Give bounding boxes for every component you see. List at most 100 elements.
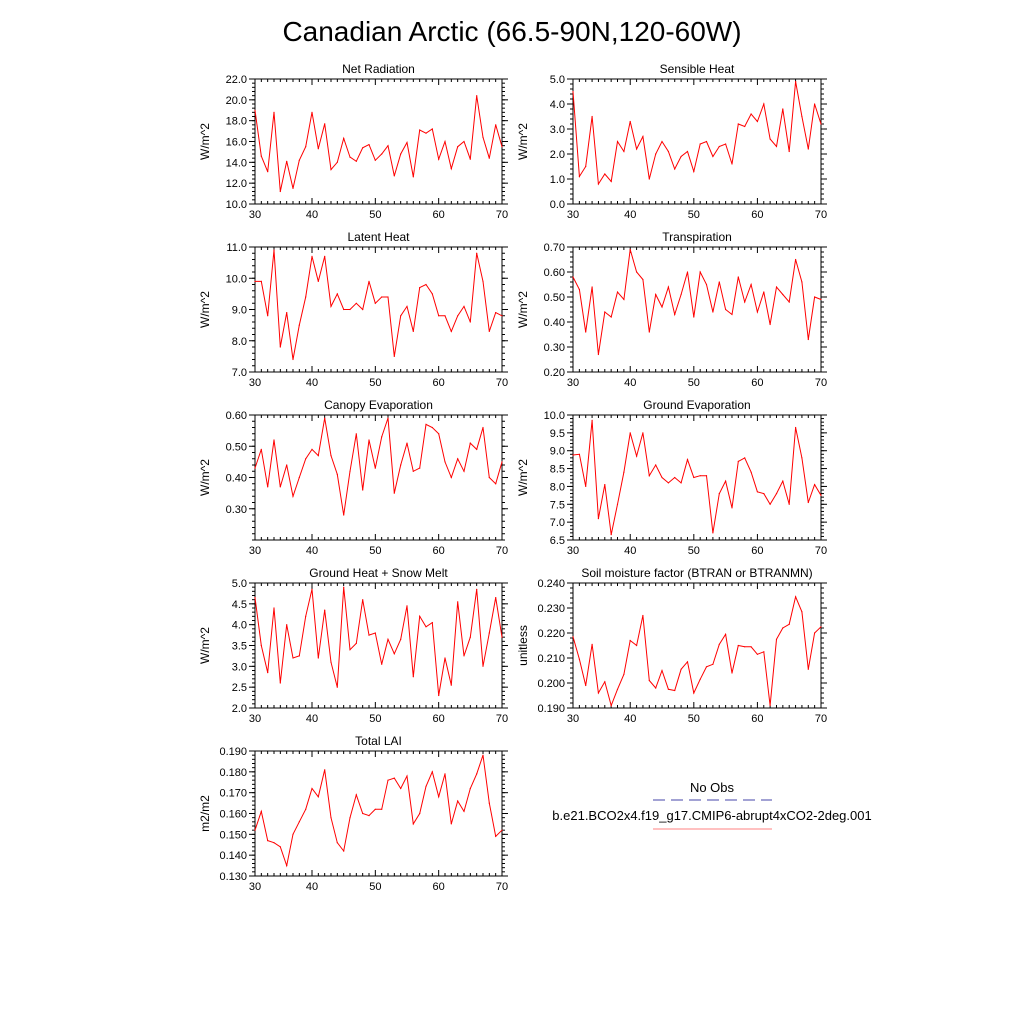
data-point [782, 480, 784, 482]
data-point [725, 143, 727, 145]
data-point [431, 622, 433, 624]
data-point [349, 308, 351, 311]
data-point [387, 779, 389, 781]
y-tick-label: 4.5 [232, 599, 247, 611]
data-point [699, 678, 701, 680]
data-point [393, 175, 395, 177]
data-point [756, 311, 759, 313]
data-point [578, 658, 581, 660]
y-tick-label: 0.200 [537, 678, 565, 690]
data-point [355, 160, 357, 162]
data-point [661, 306, 663, 308]
data-point [279, 346, 281, 348]
x-tick-label: 70 [496, 713, 508, 725]
data-point [425, 626, 427, 628]
data-point [814, 484, 816, 486]
data-point [674, 689, 676, 692]
data-point [279, 486, 281, 488]
panel-3: Latent Heat W/m^2 30 40 50 60 70 7.0 8.0 9.0 10.0 1… [198, 230, 508, 389]
data-point [763, 651, 765, 653]
panel-title: Ground Heat + Snow Melt [309, 566, 448, 580]
data-point [362, 489, 364, 491]
data-point [750, 113, 752, 115]
x-tick-label: 50 [369, 881, 381, 893]
data-point [782, 108, 784, 110]
data-point [501, 636, 503, 638]
data-point [623, 298, 625, 301]
panel-5: Canopy Evaporation W/m^2 30 40 50 60 70 0.30 0.4… [198, 398, 508, 557]
y-tick-label: 0.140 [219, 850, 247, 862]
y-tick-label: 7.0 [550, 517, 565, 529]
data-point [311, 255, 313, 257]
data-point [463, 140, 465, 143]
plot-frame [572, 582, 822, 709]
panel-title: Sensible Heat [660, 62, 735, 76]
data-point [469, 787, 471, 790]
data-point [820, 123, 822, 125]
data-point [820, 298, 822, 301]
data-point [349, 649, 351, 651]
data-point [693, 692, 695, 694]
data-point [305, 808, 307, 810]
data-point [381, 296, 383, 298]
data-point [636, 148, 638, 150]
data-point [406, 305, 408, 307]
panel-title: Ground Evaporation [643, 398, 750, 412]
data-point [393, 355, 395, 357]
data-point [756, 491, 759, 493]
x-tick-label: 50 [369, 545, 381, 557]
data-point [431, 771, 433, 773]
data-point [336, 293, 338, 295]
y-axis-label: W/m^2 [516, 291, 530, 328]
data-point [801, 457, 803, 459]
data-point [775, 638, 778, 640]
data-point [737, 276, 739, 278]
data-point [343, 586, 345, 588]
data-point [642, 614, 644, 617]
y-tick-label: 10.0 [544, 410, 565, 422]
plot-frame [572, 414, 822, 541]
data-point [744, 125, 746, 128]
y-tick-label: 8.0 [550, 481, 565, 493]
x-tick-label: 50 [688, 713, 700, 725]
data-point [279, 846, 281, 848]
data-point [578, 175, 581, 178]
data-point [782, 627, 784, 629]
data-point [744, 646, 746, 648]
data-point [667, 482, 670, 484]
data-point [317, 455, 319, 457]
y-tick-label: 0.40 [544, 317, 565, 329]
data-point [393, 777, 395, 779]
data-point [292, 187, 294, 189]
data-point [718, 281, 720, 283]
data-point [400, 153, 402, 155]
data-point [260, 280, 262, 282]
data-point [463, 470, 465, 472]
data-point [763, 291, 765, 293]
data-point [463, 305, 465, 307]
y-tick-label: 7.5 [550, 499, 565, 511]
y-tick-label: 14.0 [226, 157, 247, 169]
data-point [629, 120, 631, 123]
data-point [788, 503, 790, 505]
data-point [807, 338, 809, 341]
data-point [311, 787, 313, 790]
data-point [286, 865, 288, 867]
data-point [725, 308, 727, 311]
data-point [482, 280, 484, 282]
y-axis-label: W/m^2 [516, 123, 530, 160]
x-tick-label: 60 [751, 713, 763, 725]
data-point [775, 286, 778, 288]
data-point [705, 666, 708, 668]
series-line [254, 587, 503, 696]
series-line [254, 417, 503, 516]
data-point [450, 476, 452, 479]
data-point [362, 812, 364, 815]
data-point [336, 161, 338, 163]
data-point [349, 156, 351, 158]
data-point [431, 128, 433, 130]
x-tick-label: 30 [567, 377, 579, 389]
data-point [756, 120, 759, 123]
data-point [387, 638, 389, 640]
